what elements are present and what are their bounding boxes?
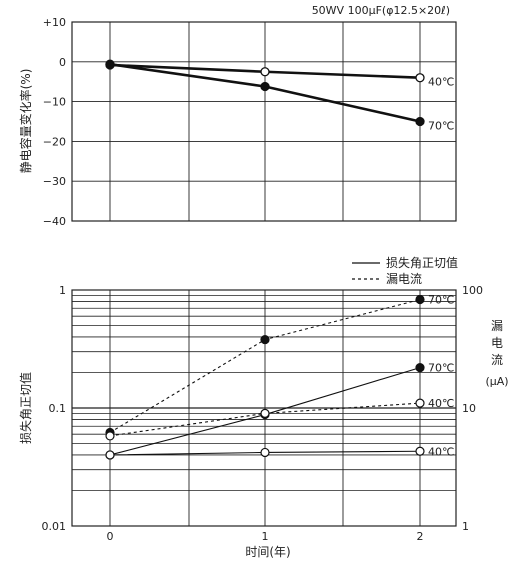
legend-label: 损失角正切值 [386, 255, 458, 270]
bottom-x-tick-label: 0 [107, 530, 114, 543]
bottom-data-point-tanδ-40℃ [260, 447, 270, 458]
right-axis-label-char: 电 [491, 336, 503, 350]
bottom-chart-grid [72, 290, 456, 526]
bottom-chart-right-y-axis-label: 漏电流 (μA) [485, 319, 508, 388]
top-y-tick-label: +10 [43, 16, 66, 29]
bottom-series-label: 40℃ [428, 445, 454, 458]
top-y-tick-label: 0 [59, 56, 66, 69]
bottom-data-point-leakage-40℃ [260, 408, 270, 418]
top-chart-frame [71, 21, 457, 222]
bottom-x-tick-label: 1 [262, 530, 269, 543]
top-series-label: 40℃ [428, 76, 454, 89]
bottom-data-point-leakage-70℃ [415, 294, 425, 305]
legend-label: 漏电流 [386, 272, 422, 286]
bottom-chart-right-y-ticks: 100 10 1 [462, 284, 483, 533]
top-y-tick-label: −10 [43, 96, 66, 109]
bottom-series-label: 70℃ [428, 362, 454, 375]
bottom-left-y-tick-label: 1 [59, 284, 66, 297]
top-data-point-70℃ [415, 116, 425, 127]
top-chart-grid [72, 22, 456, 221]
bottom-right-y-tick-label: 1 [462, 520, 469, 533]
top-data-point-40℃ [260, 67, 270, 77]
top-chart-title: 50WV 100μF(φ12.5×20ℓ) [312, 4, 450, 17]
bottom-chart-frame [71, 289, 457, 527]
bottom-chart-left-y-ticks: 1 0.1 0.01 [42, 284, 67, 533]
bottom-x-tick-label: 2 [417, 530, 424, 543]
top-series-label: 70℃ [428, 120, 454, 133]
right-axis-label-char: 流 [491, 353, 503, 367]
top-data-point-70℃ [105, 59, 115, 69]
bottom-chart-x-ticks: 0 1 2 [107, 530, 424, 543]
bottom-data-point-tanδ-70℃ [415, 362, 425, 373]
top-chart-series: 40℃ 70℃ [105, 59, 454, 133]
bottom-right-y-tick-label: 100 [462, 284, 483, 297]
top-data-point-40℃ [415, 73, 425, 83]
bottom-chart-x-axis-label: 时间(年) [245, 545, 290, 559]
top-y-tick-label: −30 [43, 175, 66, 188]
top-y-tick-label: −40 [43, 215, 66, 228]
top-y-tick-label: −20 [43, 135, 66, 148]
bottom-left-y-tick-label: 0.01 [42, 520, 67, 533]
bottom-series-label: 40℃ [428, 397, 454, 410]
top-chart-y-ticks: +10 0 −10 −20 −30 −40 [43, 16, 66, 228]
bottom-data-point-leakage-40℃ [415, 398, 425, 408]
bottom-chart-series: 70℃ 40℃ 70℃ 40℃ [105, 294, 454, 460]
right-axis-label-unit: (μA) [485, 375, 508, 388]
bottom-data-point-tanδ-40℃ [415, 446, 425, 456]
bottom-data-point-leakage-40℃ [105, 431, 115, 441]
top-chart-y-axis-label: 静电容量变化率(%) [18, 69, 33, 174]
bottom-chart-left-y-axis-label: 损失角正切值 [18, 372, 33, 444]
bottom-data-point-tanδ-40℃ [105, 450, 115, 460]
bottom-left-y-tick-label: 0.1 [49, 402, 67, 415]
bottom-right-y-tick-label: 10 [462, 402, 476, 415]
right-axis-label-char: 漏 [491, 319, 503, 333]
bottom-series-label: 70℃ [428, 294, 454, 307]
top-data-point-70℃ [260, 81, 270, 92]
bottom-data-point-leakage-70℃ [260, 334, 270, 345]
